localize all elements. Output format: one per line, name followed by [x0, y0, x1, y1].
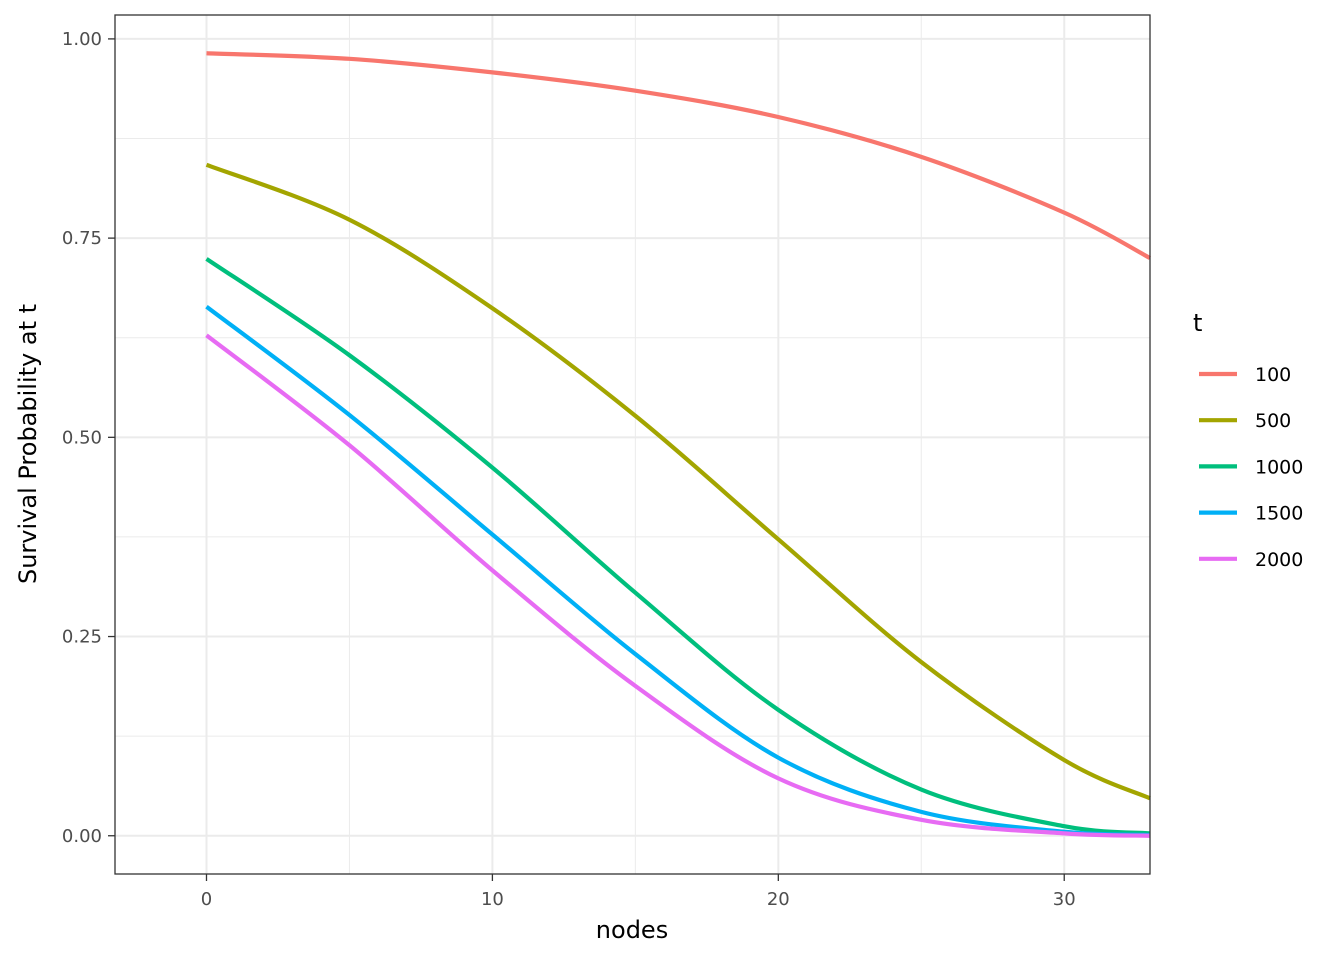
- series-lines: [205, 51, 1151, 838]
- y-tick-label: 0.00: [62, 826, 102, 847]
- legend-label-1500: 1500: [1255, 503, 1303, 525]
- series-line-1500: [205, 304, 1151, 838]
- legend-label-2000: 2000: [1255, 549, 1303, 571]
- series-line-100: [206, 51, 1151, 260]
- axis-ticks: 0 10 20 30 0.00 0.25 0.50 0.75 1.00: [62, 29, 1076, 910]
- plot-border: [114, 14, 1151, 875]
- legend-label-100: 100: [1255, 364, 1291, 386]
- series-line-2000: [205, 333, 1151, 838]
- x-tick-label: 10: [481, 889, 504, 910]
- plot-background: [115, 15, 1150, 874]
- x-tick-label: 20: [767, 889, 790, 910]
- y-tick-label: 1.00: [62, 29, 102, 50]
- series-line-1000: [205, 257, 1151, 836]
- legend-label-1000: 1000: [1255, 456, 1303, 478]
- grid-lines: [115, 15, 1150, 874]
- x-tick-label: 30: [1053, 889, 1076, 910]
- series-line-500: [205, 162, 1151, 801]
- x-tick-label: 0: [201, 889, 212, 910]
- y-tick-label: 0.75: [62, 228, 102, 249]
- legend-label-500: 500: [1255, 410, 1291, 432]
- y-tick-label: 0.50: [62, 427, 102, 448]
- y-axis-title: Survival Probability at t: [14, 304, 42, 584]
- legend-title: t: [1193, 309, 1202, 337]
- legend: 100 500 1000 1500 2000: [1199, 364, 1303, 571]
- x-axis-title: nodes: [596, 916, 668, 944]
- y-tick-label: 0.25: [62, 627, 102, 648]
